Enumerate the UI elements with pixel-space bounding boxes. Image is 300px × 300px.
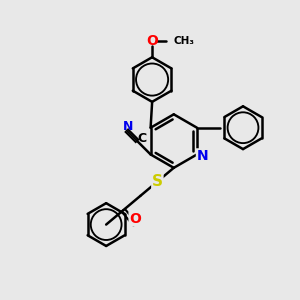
Text: O: O	[146, 34, 158, 48]
Text: O: O	[129, 212, 141, 226]
Text: N: N	[123, 120, 134, 133]
Text: CH₃: CH₃	[173, 36, 194, 46]
Text: N: N	[196, 149, 208, 163]
Text: C: C	[138, 132, 147, 145]
Text: S: S	[152, 174, 163, 189]
